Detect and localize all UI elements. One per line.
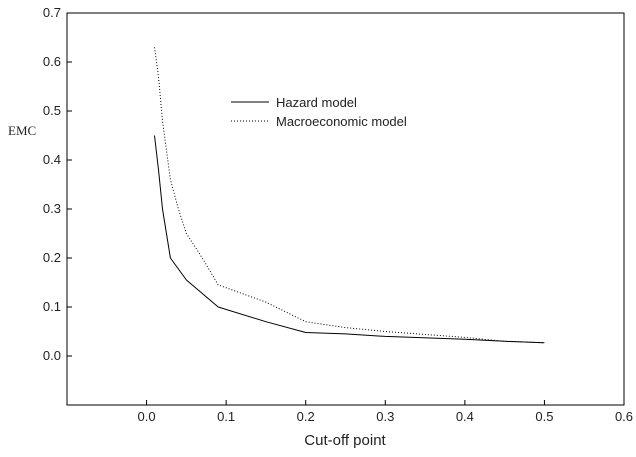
y-tick-label: 0.5 bbox=[43, 103, 61, 118]
y-tick-label: 0.2 bbox=[43, 250, 61, 265]
series-line-hazard bbox=[154, 135, 545, 344]
x-tick-label: 0.3 bbox=[376, 409, 394, 424]
y-tick-label: 0.4 bbox=[43, 152, 61, 167]
x-tick-label: 0.2 bbox=[297, 409, 315, 424]
plot-area-frame bbox=[66, 12, 625, 406]
y-axis-ticks: 0.0 0.1 0.2 0.3 0.4 0.5 0.6 0.7 bbox=[43, 5, 72, 363]
x-tick-label: 0.6 bbox=[615, 409, 633, 424]
series-line-macroeconomic bbox=[154, 47, 545, 344]
y-tick-label: 0.7 bbox=[43, 5, 61, 20]
legend-label-hazard: Hazard model bbox=[276, 95, 357, 110]
x-tick-label: 0.1 bbox=[217, 409, 235, 424]
y-tick-label: 0.0 bbox=[43, 348, 61, 363]
legend-label-macroeconomic: Macroeconomic model bbox=[276, 114, 407, 129]
x-tick-label: 0.0 bbox=[138, 409, 156, 424]
y-axis-title: EMC bbox=[8, 123, 36, 138]
legend: Hazard model Macroeconomic model bbox=[231, 95, 407, 129]
x-axis-ticks: 0.0 0.1 0.2 0.3 0.4 0.5 0.6 bbox=[138, 400, 633, 424]
x-tick-label: 0.4 bbox=[456, 409, 474, 424]
y-tick-label: 0.1 bbox=[43, 299, 61, 314]
x-axis-title: Cut-off point bbox=[304, 432, 386, 449]
x-tick-label: 0.5 bbox=[535, 409, 553, 424]
y-tick-label: 0.3 bbox=[43, 201, 61, 216]
y-tick-label: 0.6 bbox=[43, 54, 61, 69]
series-layer bbox=[154, 47, 545, 344]
